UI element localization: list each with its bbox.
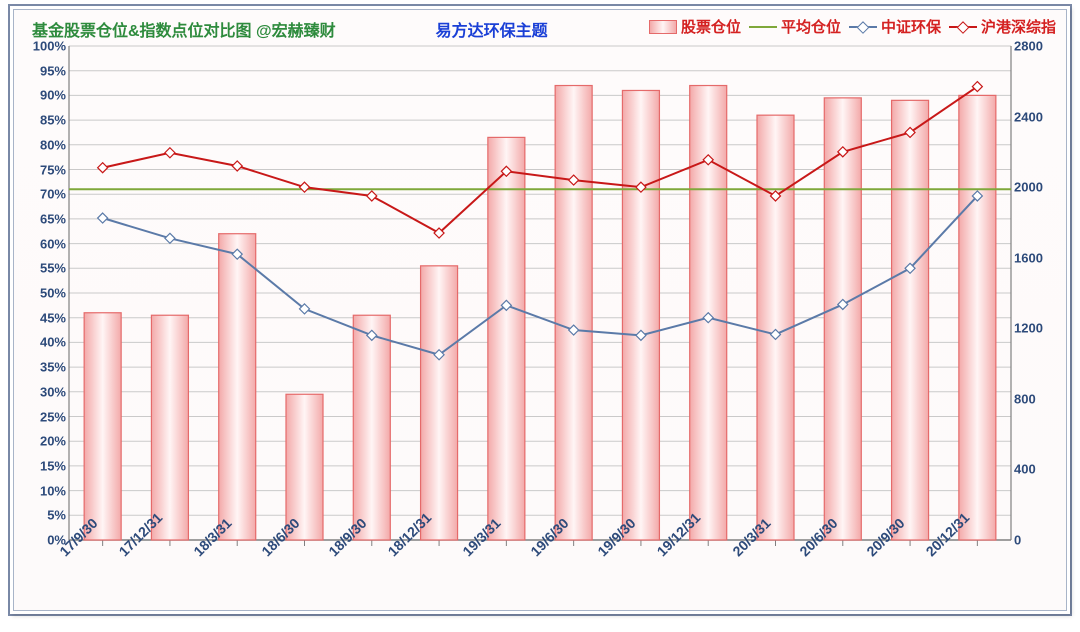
legend: 股票仓位 平均仓位 中证环保 沪港深综指 <box>649 16 1056 37</box>
x-axis: 17/9/3017/12/3118/3/3118/6/3018/9/3018/1… <box>69 542 1011 610</box>
y-right-tick: 2000 <box>1014 180 1064 195</box>
y-left-tick: 95% <box>16 63 66 78</box>
legend-item: 中证环保 <box>849 16 941 37</box>
chart-inner: 基金股票仓位&指数点位对比图 @宏赫臻财 易方达环保主题 股票仓位 平均仓位 中证环… <box>13 9 1067 611</box>
y-left-tick: 90% <box>16 88 66 103</box>
legend-label: 中证环保 <box>881 16 941 37</box>
y-axis-left: 0%5%10%15%20%25%30%35%40%45%50%55%60%65%… <box>16 46 66 540</box>
legend-label: 沪港深综指 <box>981 16 1056 37</box>
legend-marker <box>857 21 870 34</box>
legend-item: 平均仓位 <box>749 16 841 37</box>
y-left-tick: 75% <box>16 162 66 177</box>
y-left-tick: 35% <box>16 360 66 375</box>
plot-area <box>69 46 1011 540</box>
y-left-tick: 60% <box>16 236 66 251</box>
title-center: 易方达环保主题 <box>436 17 548 41</box>
bar <box>421 266 458 540</box>
legend-label: 平均仓位 <box>781 16 841 37</box>
bar <box>151 315 188 540</box>
y-left-tick: 50% <box>16 286 66 301</box>
legend-line-swatch <box>849 26 877 28</box>
hgs-index-marker <box>98 163 108 173</box>
legend-bar-swatch <box>649 20 677 34</box>
hgs-index-marker <box>165 148 175 158</box>
chart-container: 基金股票仓位&指数点位对比图 @宏赫臻财 易方达环保主题 股票仓位 平均仓位 中证环… <box>8 4 1072 616</box>
y-left-tick: 55% <box>16 261 66 276</box>
bar <box>219 234 256 540</box>
y-right-tick: 0 <box>1014 533 1064 548</box>
y-right-tick: 800 <box>1014 391 1064 406</box>
bar <box>84 313 121 540</box>
y-right-tick: 2400 <box>1014 109 1064 124</box>
legend-item: 沪港深综指 <box>949 16 1056 37</box>
y-left-tick: 80% <box>16 137 66 152</box>
y-right-tick: 1600 <box>1014 250 1064 265</box>
bar <box>622 90 659 540</box>
y-right-tick: 400 <box>1014 462 1064 477</box>
bar <box>892 100 929 540</box>
hgs-index-marker <box>367 191 377 201</box>
bar <box>757 115 794 540</box>
bar <box>959 95 996 540</box>
y-right-tick: 1200 <box>1014 321 1064 336</box>
bar <box>488 137 525 540</box>
y-left-tick: 70% <box>16 187 66 202</box>
y-left-tick: 85% <box>16 113 66 128</box>
y-left-tick: 30% <box>16 384 66 399</box>
zz-env-marker <box>165 233 175 243</box>
y-right-tick: 2800 <box>1014 39 1064 54</box>
legend-marker <box>957 21 970 34</box>
y-left-tick: 10% <box>16 483 66 498</box>
legend-line-swatch <box>949 26 977 28</box>
bar <box>555 86 592 540</box>
y-left-tick: 40% <box>16 335 66 350</box>
hgs-index-marker <box>300 182 310 192</box>
y-axis-right: 040080012001600200024002800 <box>1014 46 1064 540</box>
bar <box>353 315 390 540</box>
legend-item: 股票仓位 <box>649 16 741 37</box>
y-left-tick: 45% <box>16 310 66 325</box>
y-left-tick: 5% <box>16 508 66 523</box>
y-left-tick: 20% <box>16 434 66 449</box>
y-left-tick: 25% <box>16 409 66 424</box>
legend-label: 股票仓位 <box>681 16 741 37</box>
zz-env-marker <box>98 213 108 223</box>
title-left: 基金股票仓位&指数点位对比图 @宏赫臻财 <box>32 17 336 41</box>
y-left-tick: 65% <box>16 211 66 226</box>
legend-line-swatch <box>749 26 777 28</box>
y-left-tick: 15% <box>16 458 66 473</box>
y-left-tick: 100% <box>16 39 66 54</box>
bar <box>824 98 861 540</box>
plot-svg <box>69 46 1011 540</box>
